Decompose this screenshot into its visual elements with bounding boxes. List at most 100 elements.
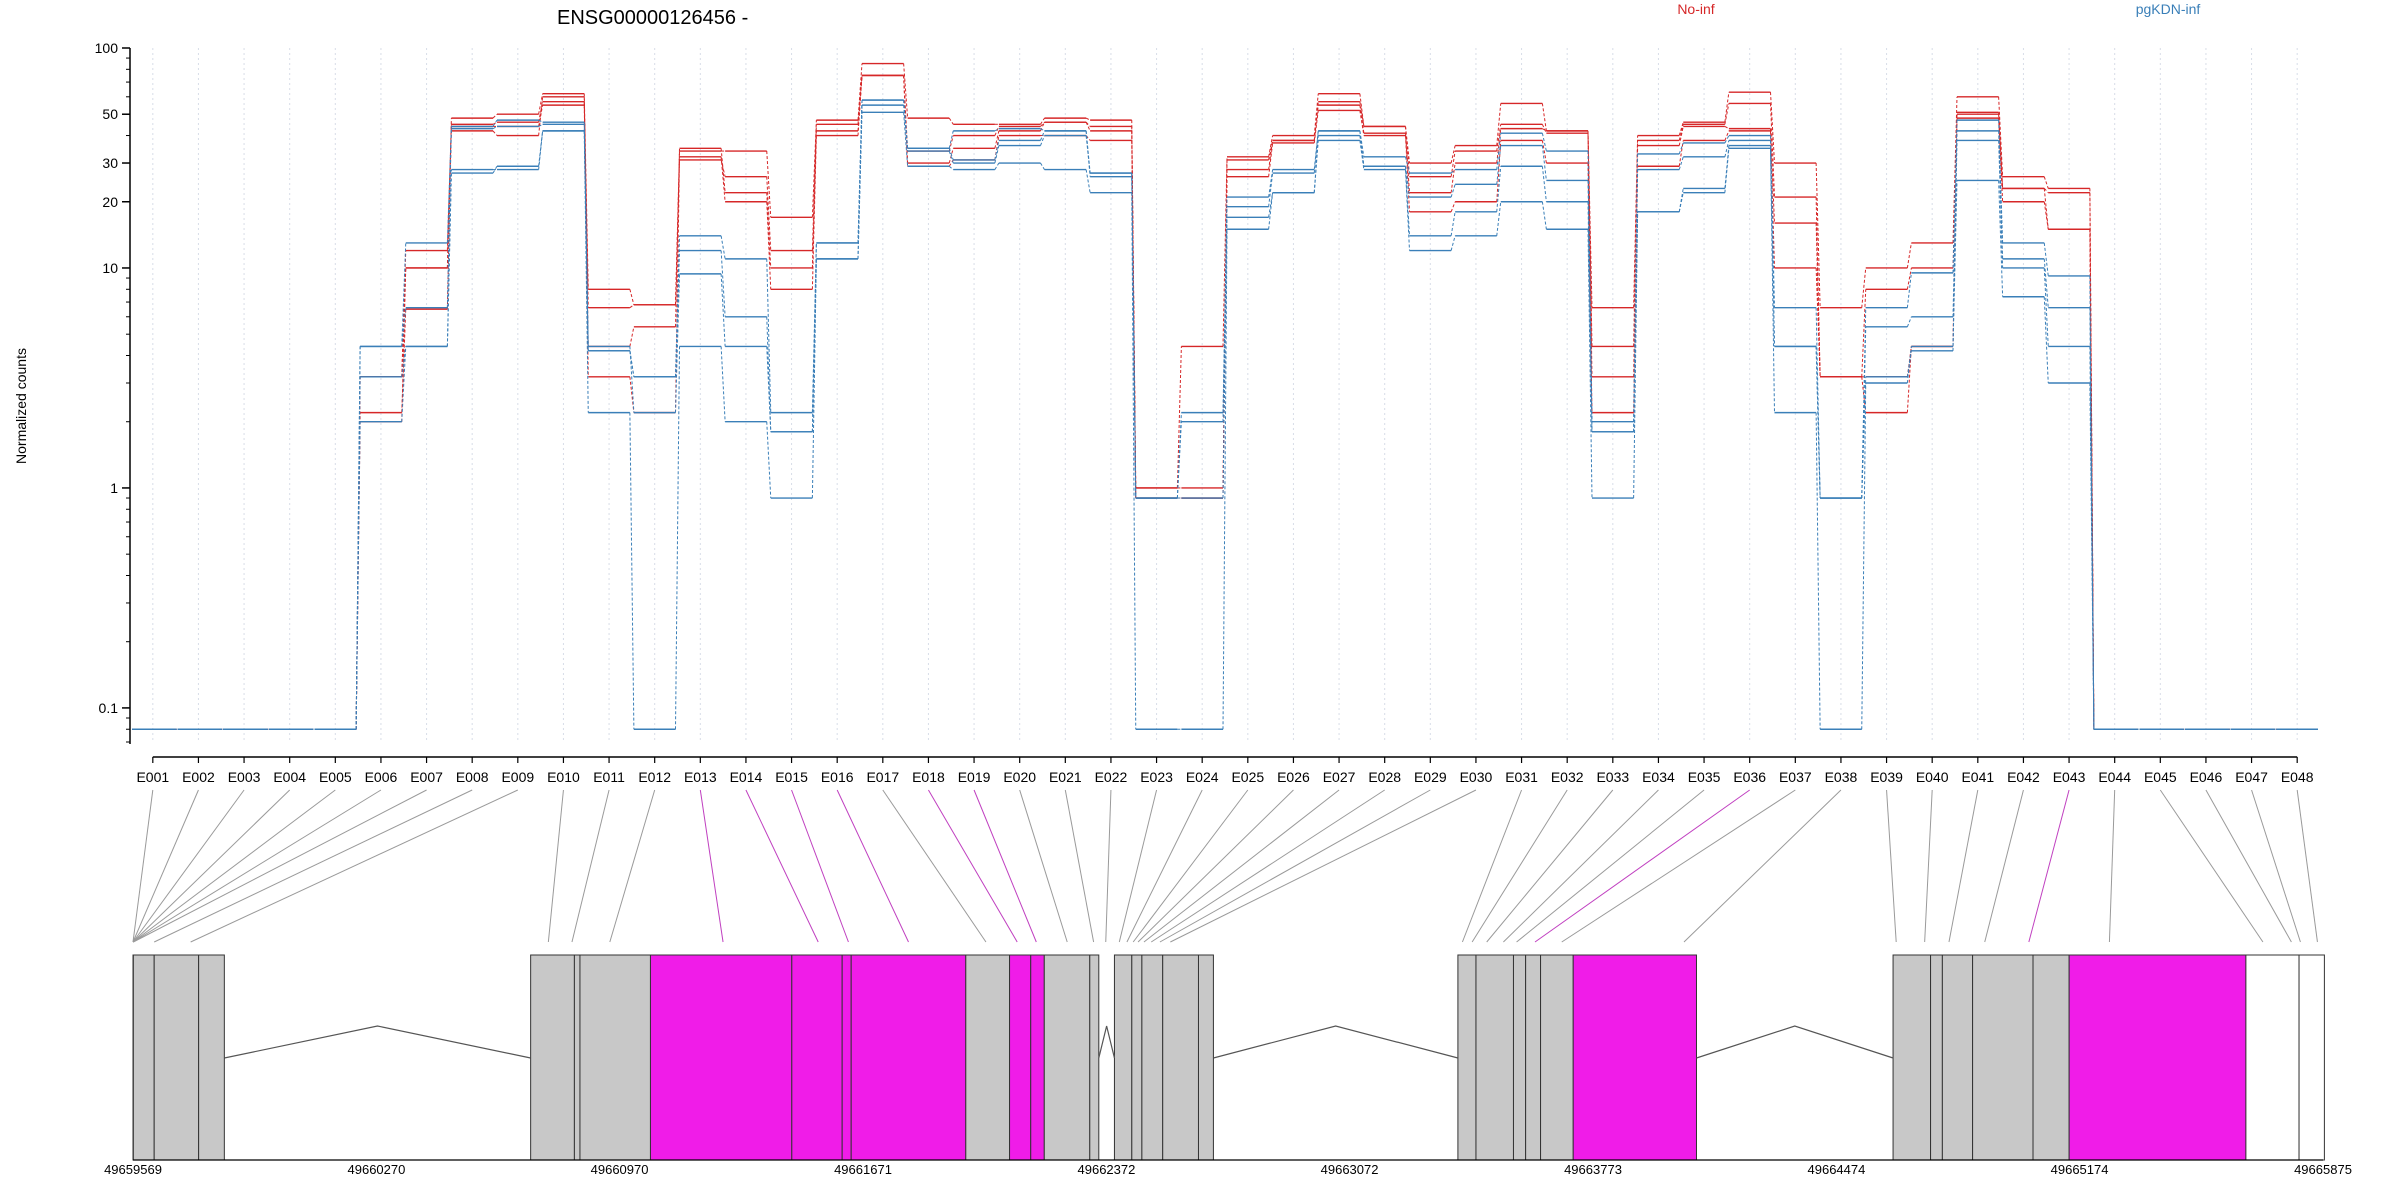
- series-connector: [811, 258, 817, 432]
- series-connector: [538, 123, 543, 127]
- series-connector: [1724, 125, 1730, 130]
- coordinate-label: 49665875: [2294, 1162, 2352, 1177]
- connector-e040: [1924, 789, 1933, 943]
- x-tick-label: E041: [1961, 769, 1994, 785]
- series-connector: [675, 346, 680, 730]
- series-connector: [903, 63, 909, 119]
- series-connector: [1861, 376, 1867, 499]
- intron-line: [1213, 1025, 1459, 1059]
- series-connector: [1268, 173, 1274, 207]
- connector-e011: [571, 789, 610, 943]
- connector-e003: [132, 789, 245, 943]
- connector-e008: [153, 789, 473, 943]
- series-connector: [1906, 346, 1912, 413]
- series-connector: [1724, 92, 1730, 123]
- series-connector: [1770, 148, 1775, 413]
- connector-e048: [2296, 789, 2318, 943]
- x-tick-label: E019: [958, 769, 991, 785]
- gene-model-track: [132, 954, 2325, 1161]
- series-connector: [1450, 201, 1456, 213]
- series-connector: [1678, 192, 1684, 212]
- exon-block: [530, 954, 575, 1161]
- exon-block: [1572, 954, 1697, 1161]
- exon-block: [1030, 954, 1045, 1161]
- series-connector: [1040, 135, 1045, 146]
- series-connector: [1587, 201, 1593, 432]
- connector-e041: [1948, 789, 1979, 943]
- series-connector: [1678, 122, 1684, 136]
- series-connector: [720, 156, 726, 202]
- series-connector: [1359, 130, 1365, 157]
- series-connector: [1222, 229, 1228, 730]
- series-connector: [857, 75, 863, 136]
- connector-e010: [547, 789, 564, 943]
- x-tick-label: E035: [1688, 769, 1721, 785]
- series-connector: [1815, 412, 1821, 730]
- series-connector: [1724, 135, 1730, 144]
- series-connector: [948, 150, 954, 164]
- exon-block: [2298, 954, 2325, 1161]
- series-connector: [1040, 130, 1045, 141]
- series-connector: [1313, 93, 1319, 136]
- series-connector: [1633, 211, 1639, 499]
- series-connector: [1998, 118, 2004, 202]
- series-connector: [1268, 169, 1274, 198]
- series-connector: [1405, 166, 1410, 236]
- x-tick-label: E006: [365, 769, 398, 785]
- connector-e034: [1503, 789, 1659, 943]
- series-connector: [903, 105, 909, 152]
- connector-e020: [1019, 789, 1068, 943]
- series-connector: [1633, 135, 1639, 308]
- coordinate-label: 49660270: [348, 1162, 406, 1177]
- series-connector: [994, 128, 1000, 132]
- x-tick-label: E037: [1779, 769, 1812, 785]
- series-connector: [1724, 148, 1730, 193]
- y-axis-label: Normalized counts: [13, 348, 29, 464]
- series-connector: [1906, 242, 1912, 269]
- series-connector: [1541, 145, 1547, 181]
- x-tick-label: E003: [228, 769, 261, 785]
- series-connector: [811, 120, 817, 218]
- exon-block: [1457, 954, 1477, 1161]
- y-tick-label: 10: [102, 260, 118, 276]
- series-connector: [1815, 267, 1821, 377]
- series-connector: [401, 346, 407, 422]
- x-tick-label: E021: [1049, 769, 1082, 785]
- series-connector: [994, 140, 1000, 160]
- series-connector: [1222, 217, 1228, 499]
- series-connector: [1541, 201, 1547, 230]
- exon-block: [1043, 954, 1091, 1161]
- exon-block: [1475, 954, 1514, 1161]
- x-tick-label: E015: [775, 769, 808, 785]
- series-connector: [629, 304, 635, 309]
- coordinate-label: 49660970: [591, 1162, 649, 1177]
- connector-e043: [2028, 789, 2070, 943]
- x-tick-label: E008: [456, 769, 489, 785]
- series-connector: [766, 258, 772, 413]
- exon-block: [573, 954, 581, 1161]
- series-connector: [1541, 124, 1547, 134]
- series-pgkdn-inf-7: [132, 111, 2318, 730]
- series-connector: [1040, 117, 1045, 125]
- series-connector: [948, 130, 954, 149]
- series-connector: [766, 346, 772, 432]
- series-connector: [538, 105, 544, 127]
- series-connector: [1770, 92, 1775, 164]
- series-connector: [1085, 135, 1091, 174]
- coordinate-label: 49659569: [104, 1162, 162, 1177]
- x-tick-label: E016: [821, 769, 854, 785]
- exon-block: [1540, 954, 1574, 1161]
- series-connector: [857, 112, 863, 259]
- x-tick-label: E012: [638, 769, 671, 785]
- series-connector: [583, 101, 589, 308]
- connector-e027: [1143, 789, 1340, 943]
- series-connector: [948, 148, 954, 164]
- series-connector: [1678, 124, 1684, 141]
- series-connector: [1496, 140, 1502, 202]
- connector-e001: [132, 789, 154, 943]
- x-tick-label: E043: [2053, 769, 2086, 785]
- exon-block: [1941, 954, 1974, 1161]
- series-connector: [1861, 267, 1867, 308]
- y-tick-label: 20: [102, 194, 118, 210]
